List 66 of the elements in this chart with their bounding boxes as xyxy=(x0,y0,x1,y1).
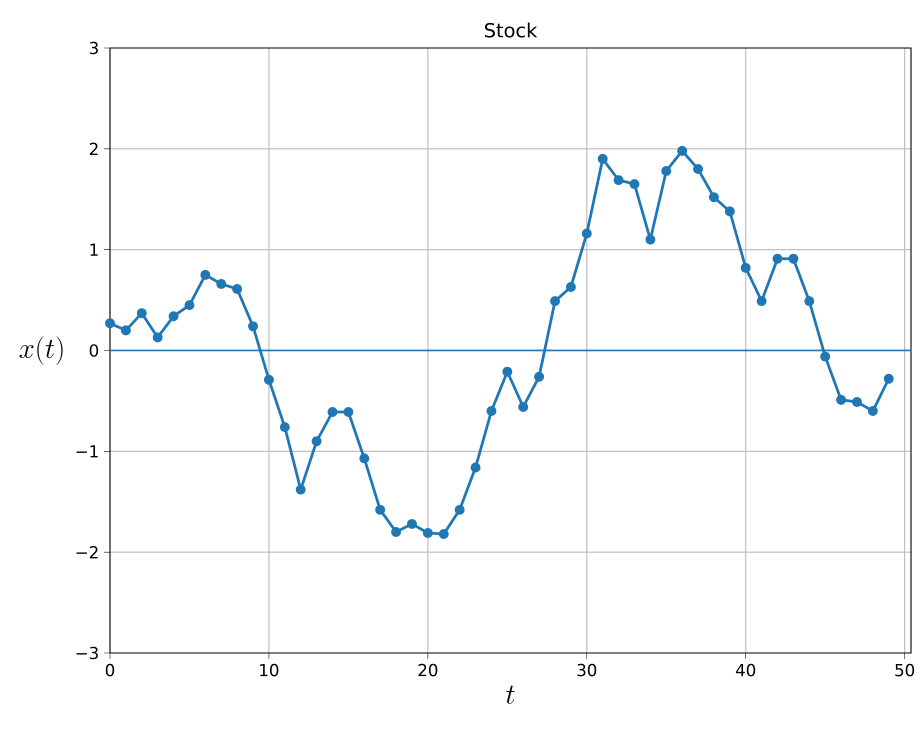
chart-title: Stock xyxy=(484,22,538,38)
point xyxy=(120,325,131,336)
y-tick-label: 2 xyxy=(90,142,98,155)
point xyxy=(248,321,258,332)
point xyxy=(868,406,878,416)
y-axis-title: $x(t)$ xyxy=(20,336,63,365)
point xyxy=(200,270,210,280)
point xyxy=(756,296,767,306)
point xyxy=(343,407,354,417)
point xyxy=(391,527,402,537)
point xyxy=(216,278,226,289)
point xyxy=(312,436,322,446)
point xyxy=(375,504,386,515)
point xyxy=(740,262,751,273)
point xyxy=(518,402,528,412)
point xyxy=(264,374,274,385)
point xyxy=(820,352,830,362)
point xyxy=(328,407,338,417)
point xyxy=(232,284,242,294)
x-tick-label: 20 xyxy=(418,664,438,676)
point xyxy=(708,192,719,202)
x-tick-label: 30 xyxy=(577,664,596,676)
x-axis-title: $t$ xyxy=(506,686,515,704)
point xyxy=(280,422,290,432)
y-tick-label: 0 xyxy=(90,344,98,357)
y-tick-label: −3 xyxy=(76,646,98,660)
point xyxy=(772,254,782,264)
point xyxy=(550,296,560,306)
point xyxy=(804,296,814,306)
y-tick-label: −1 xyxy=(76,445,98,458)
point xyxy=(614,175,624,186)
y-tick-label: −2 xyxy=(76,546,98,558)
point xyxy=(184,300,194,310)
point xyxy=(645,234,656,245)
point xyxy=(105,318,115,328)
point xyxy=(422,528,433,538)
x-tick-label: 0 xyxy=(106,664,114,676)
point xyxy=(534,372,544,382)
x-tick-label: 10 xyxy=(260,664,278,676)
point xyxy=(296,484,306,495)
point xyxy=(661,166,672,176)
point xyxy=(359,453,370,464)
point xyxy=(406,518,417,529)
point xyxy=(470,462,481,472)
point xyxy=(502,366,512,377)
y-tick-label: 1 xyxy=(90,244,98,256)
point xyxy=(438,529,449,539)
point xyxy=(168,311,179,322)
point xyxy=(566,282,576,292)
x-tick-label: 40 xyxy=(736,664,756,676)
point xyxy=(788,254,798,264)
x-tick-label: 50 xyxy=(895,664,914,676)
point xyxy=(693,164,704,174)
y-tick-label: 3 xyxy=(90,42,98,54)
point xyxy=(884,374,894,384)
point xyxy=(598,154,608,164)
point xyxy=(454,504,465,515)
point xyxy=(677,146,688,156)
point xyxy=(852,396,862,407)
point xyxy=(582,228,592,239)
point xyxy=(836,394,846,405)
point xyxy=(152,332,163,342)
point xyxy=(724,206,735,216)
point xyxy=(629,179,640,190)
point xyxy=(136,308,147,318)
point xyxy=(486,406,496,416)
